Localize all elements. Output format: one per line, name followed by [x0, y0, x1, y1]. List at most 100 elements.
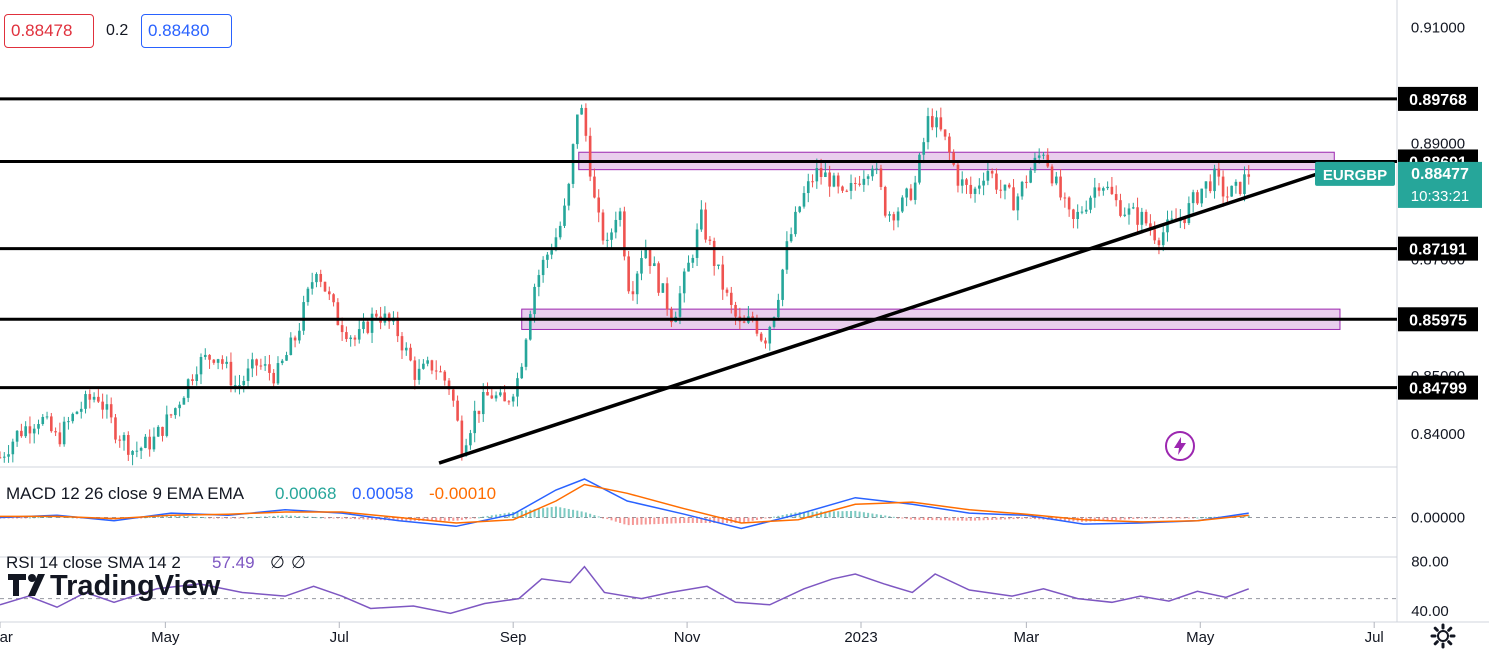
- macd-histogram-bar: [563, 508, 566, 518]
- macd-histogram-bar: [760, 517, 763, 520]
- candle-body: [593, 176, 596, 198]
- macd-histogram-bar: [495, 514, 498, 518]
- candle-body: [135, 450, 139, 452]
- macd-histogram-bar: [956, 517, 959, 521]
- candle-body: [280, 360, 284, 364]
- candle-body: [62, 421, 66, 445]
- macd-histogram-bar: [982, 517, 985, 521]
- macd-histogram-bar: [187, 516, 190, 518]
- macd-histogram-bar: [268, 516, 271, 518]
- macd-histogram-bar: [439, 517, 442, 521]
- macd-histogram-bar: [400, 517, 403, 521]
- lightning-icon[interactable]: [1164, 430, 1196, 462]
- macd-histogram-bar: [850, 510, 853, 518]
- macd-histogram-bar: [264, 516, 267, 518]
- macd-histogram-bar: [165, 515, 168, 518]
- candle-body: [353, 337, 357, 340]
- tradingview-logo: TradingView: [8, 570, 221, 602]
- candle-body: [84, 394, 87, 409]
- candle-body: [456, 400, 459, 421]
- time-axis-label: Nov: [674, 629, 701, 646]
- macd-histogram-bar: [362, 517, 365, 520]
- macd-histogram-bar: [221, 517, 224, 519]
- candle-body: [948, 136, 951, 153]
- macd-histogram-bar: [974, 517, 977, 521]
- macd-signal-line: [0, 483, 1249, 524]
- macd-histogram-bar: [597, 516, 600, 518]
- macd-histogram-bar: [854, 510, 857, 518]
- macd-histogram-bar: [614, 517, 617, 522]
- macd-histogram-bar: [499, 513, 502, 518]
- macd-histogram-bar: [24, 517, 27, 519]
- macd-histogram-bar: [781, 515, 784, 518]
- candle-body: [546, 254, 549, 260]
- macd-histogram-bar: [1209, 516, 1212, 518]
- macd-histogram-bar: [319, 517, 322, 519]
- macd-histogram-bar: [234, 517, 237, 519]
- candle-body: [524, 339, 528, 367]
- macd-histogram-bar: [636, 517, 639, 525]
- ask-price-box[interactable]: 0.88480: [141, 14, 232, 48]
- candle-body: [729, 292, 733, 305]
- candle-body: [426, 360, 429, 364]
- macd-histogram-bar: [161, 515, 164, 518]
- macd-histogram-bar: [1106, 517, 1109, 521]
- macd-histogram-bar: [33, 517, 36, 519]
- macd-histogram-bar: [465, 517, 468, 520]
- last-price-label-bg: [1398, 161, 1482, 208]
- candle-body: [717, 264, 720, 266]
- macd-histogram-bar: [473, 517, 476, 519]
- candle-body: [417, 368, 421, 380]
- candle-body: [109, 404, 113, 418]
- level-label: 0.84799: [1409, 381, 1467, 398]
- macd-histogram-bar: [1003, 517, 1006, 520]
- candle-body: [708, 239, 712, 241]
- macd-histogram-bar: [182, 516, 185, 518]
- candle-body: [785, 241, 789, 270]
- macd-histogram-bar: [148, 516, 151, 518]
- bid-price-box[interactable]: 0.88478: [4, 14, 94, 48]
- candle-body: [892, 214, 896, 221]
- macd-histogram-bar: [862, 512, 865, 518]
- macd-histogram-bar: [353, 517, 356, 520]
- macd-histogram-bar: [687, 517, 690, 523]
- candle-body: [366, 321, 370, 333]
- candle-body: [661, 283, 665, 293]
- macd-histogram-bar: [845, 511, 848, 518]
- macd-histogram-bar: [1119, 517, 1122, 520]
- candle-body: [332, 294, 335, 303]
- candle-body: [627, 256, 630, 292]
- candle-body: [828, 172, 831, 187]
- macd-histogram-bar: [785, 514, 788, 518]
- candle-body: [982, 180, 985, 186]
- candle-body: [238, 385, 241, 387]
- candle-body: [610, 232, 613, 240]
- macd-histogram-bar: [777, 515, 780, 518]
- candle-body: [909, 188, 913, 200]
- bar-countdown: 10:33:21: [1411, 188, 1469, 205]
- rsi-axis-tick: 80.00: [1411, 554, 1449, 571]
- macd-histogram-bar: [952, 517, 955, 521]
- macd-histogram-bar: [931, 517, 934, 521]
- candle-body: [1187, 203, 1191, 224]
- candle-body: [879, 168, 883, 187]
- macd-histogram-bar: [897, 517, 900, 519]
- gear-icon[interactable]: [1429, 622, 1457, 650]
- macd-histogram-bar: [1145, 517, 1148, 519]
- macd-histogram-bar: [768, 517, 771, 519]
- macd-histogram-bar: [294, 515, 297, 518]
- macd-histogram-bar: [242, 517, 245, 519]
- macd-histogram-bar: [311, 516, 314, 518]
- macd-histogram-bar: [477, 517, 480, 519]
- candle-body: [871, 168, 874, 177]
- candle-body: [20, 430, 23, 437]
- macd-histogram-bar: [324, 517, 327, 519]
- macd-legend-hist: 0.00068: [275, 484, 336, 503]
- macd-histogram-bar: [37, 517, 40, 519]
- candle-body: [161, 426, 164, 436]
- macd-histogram-bar: [1157, 517, 1160, 519]
- macd-histogram-bar: [247, 517, 250, 519]
- candle-body: [409, 347, 412, 361]
- candle-body: [208, 354, 211, 360]
- macd-histogram-bar: [867, 512, 870, 518]
